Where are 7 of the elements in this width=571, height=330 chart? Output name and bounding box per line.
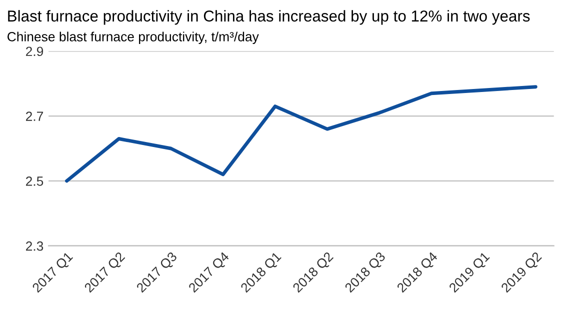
y-tick-label: 2.5 [26, 176, 44, 186]
y-tick-label: 2.7 [26, 112, 44, 121]
y-tick-label: 2.3 [26, 241, 44, 251]
y-tick-label: 2.9 [26, 46, 44, 56]
chart-subtitle: Chinese blast furnace productivity, t/m³/day [8, 32, 259, 44]
line-series [65, 85, 538, 183]
chart-title: Blast furnace productivity in China has increased by up to 12% in two years [8, 10, 530, 25]
